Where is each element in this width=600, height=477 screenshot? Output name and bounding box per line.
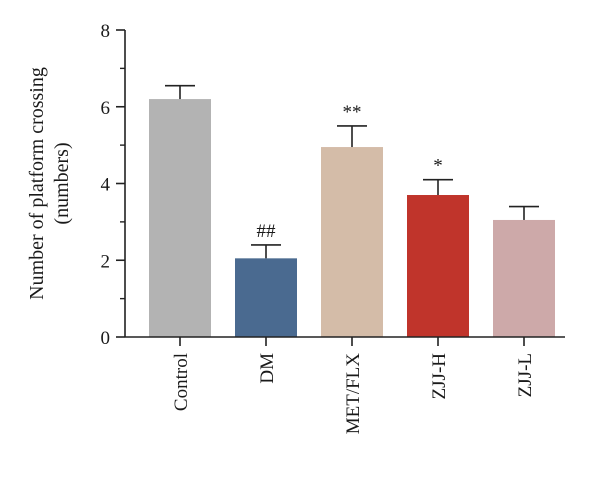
y-tick-label: 0 — [101, 328, 111, 349]
x-tick-label: Control — [171, 353, 192, 411]
y-axis: 0 2 4 6 8 — [101, 21, 126, 349]
significance-label: * — [433, 156, 443, 177]
y-tick-label: 2 — [101, 251, 111, 272]
y-tick-label: 4 — [101, 175, 111, 196]
bar-dm — [235, 258, 297, 337]
x-tick-label: ZJJ-L — [515, 353, 536, 397]
y-tick-label: 6 — [101, 98, 111, 119]
x-axis: Control DM MET/FLX ZJJ-H ZJJ-L — [125, 336, 565, 435]
x-tick-label: MET/FLX — [343, 353, 364, 435]
x-tick-label: DM — [257, 353, 278, 384]
y-axis-title: Number of platform crossing (numbers) — [26, 67, 73, 300]
significance-label: ## — [257, 221, 277, 242]
y-tick-label: 8 — [101, 21, 111, 42]
bars: ##*** — [149, 84, 555, 337]
x-tick-label: ZJJ-H — [429, 353, 450, 400]
bar-met-flx — [321, 147, 383, 337]
bar-zjj-l — [493, 219, 555, 337]
bar-control — [149, 99, 211, 337]
significance-label: ** — [343, 102, 362, 123]
y-axis-title-line-1: Number of platform crossing — [26, 67, 48, 300]
bar-zjj-h — [407, 195, 469, 337]
y-axis-title-line-2: (numbers) — [51, 142, 73, 224]
